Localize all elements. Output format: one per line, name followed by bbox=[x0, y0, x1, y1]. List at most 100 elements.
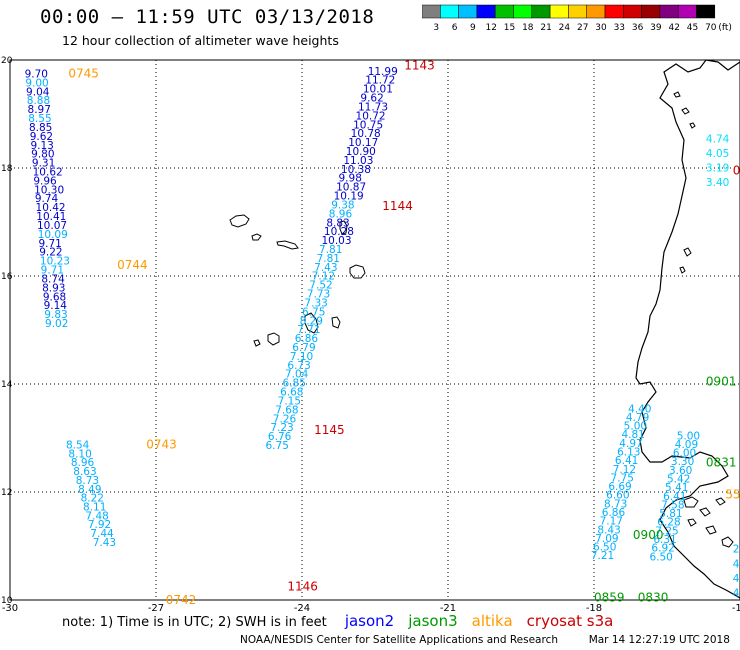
pass-time-labels: 0745 0744 0743 0742 1143 1144 1145 1146 0901 0831… bbox=[68, 58, 740, 607]
wave-height-value: 9.62 bbox=[30, 131, 53, 143]
wave-height-value: 9.70 bbox=[25, 69, 48, 81]
wave-height-value: 7.75 bbox=[611, 472, 634, 484]
wave-height-value: 7.25 bbox=[655, 525, 678, 537]
wave-height-value: 4.0 bbox=[733, 587, 740, 599]
wave-height-value: 6.75 bbox=[266, 440, 289, 452]
wave-height-value: 4.40 bbox=[628, 403, 651, 415]
wave-height-value: 7.12 bbox=[312, 271, 335, 283]
wave-height-value: 7.81 bbox=[317, 253, 340, 265]
wave-height-value: 6.79 bbox=[292, 342, 315, 354]
wave-height-value: 9.14 bbox=[44, 300, 68, 312]
pass-time-label: 0742 bbox=[166, 593, 197, 607]
wave-height-value: 3.30 bbox=[671, 456, 694, 468]
wave-height-value: 7.52 bbox=[309, 280, 332, 292]
pass-time-label: 1144 bbox=[382, 199, 413, 213]
wave-height-value: 8.29 bbox=[300, 315, 323, 327]
wave-height-value: 10.62 bbox=[33, 167, 63, 179]
axis-ticks: -30 -27 -24 -21 -18 -15 20 18 16 14 12 10 bbox=[1, 56, 740, 614]
wave-height-value: 8.10 bbox=[68, 448, 91, 460]
wave-height-value: 10.03 bbox=[321, 235, 351, 247]
island-sao-vicente bbox=[251, 233, 262, 241]
scale-label: 42 bbox=[668, 23, 679, 33]
wave-height-value: 10.90 bbox=[346, 146, 376, 158]
wave-height-value: 9.68 bbox=[43, 291, 66, 303]
pass-time-label: 0859 bbox=[594, 590, 625, 604]
wave-height-value: 2.9 bbox=[733, 544, 740, 556]
y-tick-label: 10 bbox=[1, 596, 13, 606]
wave-height-value: 4.74 bbox=[706, 133, 730, 145]
wave-height-value: 8.43 bbox=[597, 524, 620, 536]
wave-height-value: 7.04 bbox=[285, 369, 309, 381]
wave-height-value: 8.97 bbox=[28, 104, 51, 116]
mission-legend: jason2 jason3 altika cryosat s3a bbox=[331, 612, 614, 630]
wave-height-value: 9.80 bbox=[31, 149, 54, 161]
map-subtitle: 12 hour collection of altimeter wave hei… bbox=[62, 33, 339, 48]
wave-height-value: 6.41 bbox=[663, 491, 686, 503]
credit-timestamp: Mar 14 12:27:19 UTC 2018 bbox=[588, 634, 730, 646]
scale-swatch bbox=[696, 4, 716, 19]
wave-height-value: 8.74 bbox=[41, 273, 65, 285]
wave-height-value: 7.43 bbox=[314, 262, 337, 274]
scale-label: 30 bbox=[595, 23, 607, 33]
wave-height-value: 8.83 bbox=[326, 217, 349, 229]
islands-bijagos bbox=[683, 496, 734, 548]
coastlines bbox=[229, 59, 740, 599]
wave-height-value: 4.9 bbox=[733, 573, 740, 585]
wave-height-value: 8.73 bbox=[604, 498, 627, 510]
wave-height-value: 4.97 bbox=[619, 438, 642, 450]
x-tick-label: -30 bbox=[2, 603, 18, 614]
pass-time-label: 0901 bbox=[706, 374, 737, 388]
wave-height-value: 6.86 bbox=[295, 333, 319, 345]
wave-height-value: 10.09 bbox=[38, 229, 68, 241]
wave-height-value: 8.93 bbox=[42, 282, 65, 294]
wave-height-value: 9.22 bbox=[39, 247, 62, 259]
x-tick-label: -18 bbox=[586, 603, 602, 614]
altimeter-tracks: 9.709.009.048.888.978.558.859.629.139.80… bbox=[25, 66, 740, 600]
map-gridlines bbox=[10, 60, 740, 600]
wave-height-value: 10.28 bbox=[324, 226, 354, 238]
wave-height-value: 10.38 bbox=[341, 164, 371, 176]
scale-label: 12 bbox=[485, 23, 496, 33]
wave-height-value: 5.41 bbox=[665, 482, 688, 494]
coast-africa bbox=[635, 59, 740, 599]
pass-time-label: 1146 bbox=[287, 580, 318, 594]
wave-height-value: 6.28 bbox=[657, 517, 680, 529]
wave-height-value: 11.72 bbox=[365, 75, 395, 87]
wave-height-value: 7.71 bbox=[297, 324, 320, 336]
wave-height-value: 8.55 bbox=[28, 113, 51, 125]
pass-time-label: 1145 bbox=[314, 423, 345, 437]
wave-height-value: 9.96 bbox=[33, 175, 57, 187]
island-sao-nicolau bbox=[276, 240, 299, 250]
scale-label: 45 bbox=[687, 23, 698, 33]
x-tick-label: -24 bbox=[294, 603, 310, 614]
wave-height-value: 10.17 bbox=[348, 137, 378, 149]
wave-height-value: 9.98 bbox=[339, 173, 362, 185]
wave-height-value: 8.22 bbox=[81, 493, 104, 505]
wave-height-value: 6.68 bbox=[280, 387, 303, 399]
wave-height-value: 9.31 bbox=[32, 158, 55, 170]
scale-label: 18 bbox=[522, 23, 534, 33]
island-maio bbox=[331, 316, 341, 329]
wave-height-color-scale: 3 6 9 12 15 18 21 24 27 30 33 36 39 42 45 70 (ft) bbox=[422, 4, 732, 33]
scale-label: 33 bbox=[614, 23, 625, 33]
wave-height-value: 7.43 bbox=[93, 537, 116, 549]
scale-label: 27 bbox=[577, 23, 588, 33]
map-title: 00:00 – 11:59 UTC 03/13/2018 bbox=[40, 6, 375, 28]
wave-height-value: 6.86 bbox=[602, 507, 626, 519]
pass-time-label: 072 bbox=[733, 164, 740, 178]
pass-time-label: 0900 bbox=[633, 528, 664, 542]
island-brava bbox=[253, 339, 261, 347]
wave-height-value: 11.99 bbox=[368, 66, 398, 78]
island-fogo bbox=[267, 332, 280, 346]
wave-height-value: 6.50 bbox=[593, 542, 616, 554]
wave-height-value: 6.73 bbox=[287, 360, 310, 372]
wave-height-value: 6.31 bbox=[653, 534, 676, 546]
wave-height-value: 6.60 bbox=[606, 490, 629, 502]
pass-time-label: 0745 bbox=[68, 67, 99, 81]
wave-height-value: 6.75 bbox=[302, 306, 325, 318]
wave-height-value: 9.04 bbox=[26, 86, 50, 98]
island-santo-antao bbox=[229, 214, 250, 228]
scale-label: 15 bbox=[504, 23, 515, 33]
wave-height-value: 3.60 bbox=[669, 465, 692, 477]
